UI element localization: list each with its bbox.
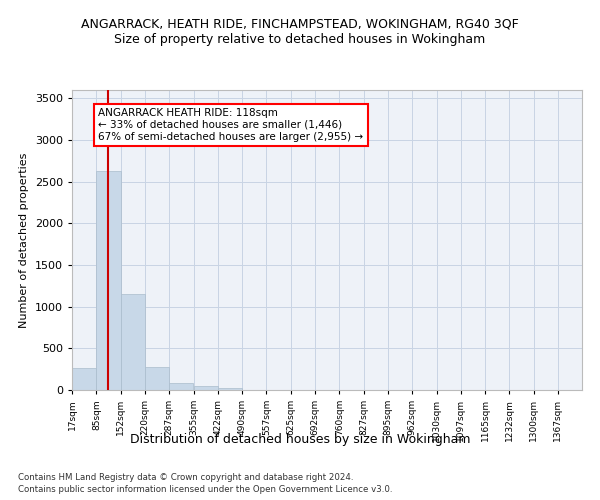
Bar (194, 386, 218, 390)
Text: Contains HM Land Registry data © Crown copyright and database right 2024.: Contains HM Land Registry data © Crown c… (18, 472, 353, 482)
Bar (97, 171, 121, 390)
Text: ANGARRACK, HEATH RIDE, FINCHAMPSTEAD, WOKINGHAM, RG40 3QF: ANGARRACK, HEATH RIDE, FINCHAMPSTEAD, WO… (81, 18, 519, 30)
Text: ANGARRACK HEATH RIDE: 118sqm
← 33% of detached houses are smaller (1,446)
67% of: ANGARRACK HEATH RIDE: 118sqm ← 33% of de… (98, 108, 364, 142)
Bar (145, 366, 169, 390)
Y-axis label: Number of detached properties: Number of detached properties (19, 152, 29, 328)
Bar (72, 368, 96, 390)
Text: Distribution of detached houses by size in Wokingham: Distribution of detached houses by size … (130, 432, 470, 446)
Bar (169, 382, 193, 390)
Text: Contains public sector information licensed under the Open Government Licence v3: Contains public sector information licen… (18, 485, 392, 494)
Text: Size of property relative to detached houses in Wokingham: Size of property relative to detached ho… (115, 32, 485, 46)
Bar (121, 294, 145, 390)
Bar (218, 388, 242, 390)
